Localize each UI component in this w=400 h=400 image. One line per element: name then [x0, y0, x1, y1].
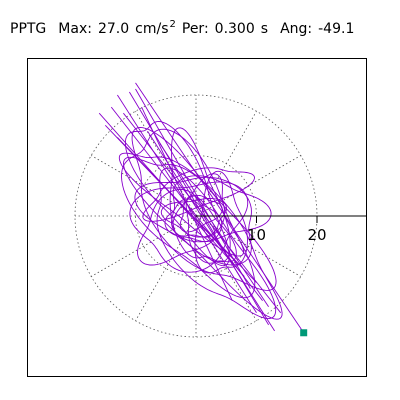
orbit-loop — [185, 195, 237, 264]
orbit-loop — [124, 121, 230, 267]
angle-value: -49.1 — [318, 21, 355, 37]
period-label: Per: — [181, 21, 209, 37]
orbit-loop — [194, 170, 248, 274]
orbit-loop — [179, 194, 223, 233]
orbit-stroke — [123, 112, 282, 314]
orbit-trace — [98, 82, 305, 334]
orbit-stroke — [135, 82, 305, 334]
grid-spoke-240 — [135, 215, 197, 321]
angle-label: Ang: — [280, 21, 313, 37]
orbit-stroke — [117, 137, 257, 283]
plot-frame — [27, 58, 367, 377]
period-unit: s — [260, 21, 269, 37]
max-label: Max: — [58, 21, 92, 37]
max-unit-exponent: 2 — [169, 19, 176, 30]
radial-tick-label-20: 20 — [307, 226, 326, 244]
orbit-loop — [171, 175, 272, 243]
radial-ticks: 10 20 — [247, 216, 327, 244]
orbit-stroke — [141, 106, 233, 301]
max-unit: cm/s — [135, 21, 169, 37]
readout-header: PPTG Max: 27.0 cm/s2 Per: 0.300 s Ang: -49.1 — [10, 16, 354, 38]
orbit-stroke — [159, 143, 269, 308]
orbit-loop — [142, 167, 255, 222]
grid-spoke-330 — [195, 215, 301, 277]
radial-tick-label-10: 10 — [247, 226, 266, 244]
orbit-stroke — [135, 88, 251, 289]
endpoint-marker — [300, 329, 308, 337]
orbit-loop — [156, 167, 277, 320]
orbit-loop — [172, 173, 226, 238]
orbit-loop — [134, 176, 252, 266]
channel-label: PPTG — [10, 21, 47, 37]
orbit-loop — [129, 181, 249, 273]
max-value: 27.0 — [97, 21, 130, 37]
period-value: 0.300 — [214, 21, 255, 37]
